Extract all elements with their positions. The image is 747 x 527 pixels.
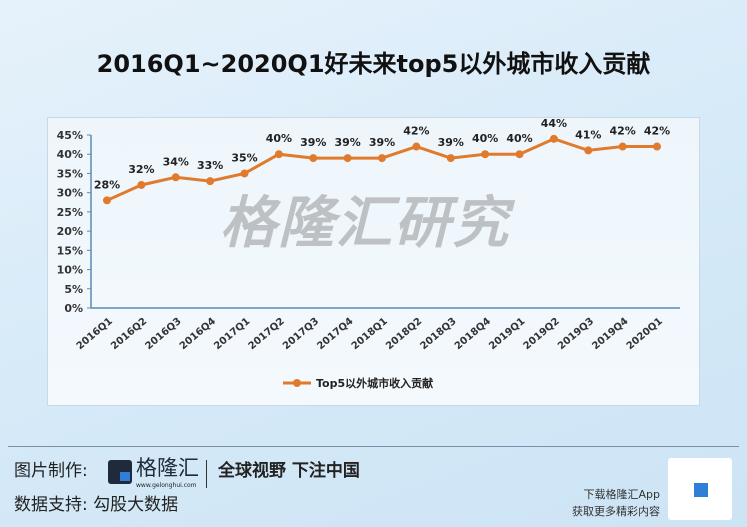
y-tick-label: 30% (57, 187, 83, 200)
chart-panel (47, 117, 700, 406)
watermark: 格隆汇研究 (220, 191, 510, 256)
x-tick-label: 2018Q1 (350, 316, 390, 352)
data-label: 42% (403, 125, 429, 138)
y-tick-label: 20% (57, 225, 83, 238)
data-point (653, 142, 661, 151)
data-label: 39% (334, 136, 360, 149)
x-tick-label: 2018Q4 (453, 316, 493, 352)
y-tick-label: 10% (57, 264, 83, 277)
x-tick-label: 2016Q2 (109, 316, 149, 352)
data-label: 42% (609, 125, 635, 138)
slogan: 全球视野 下注中国 (218, 461, 360, 481)
x-tick-label: 2017Q1 (212, 316, 252, 352)
data-label: 40% (506, 132, 532, 145)
chart-title: 2016Q1~2020Q1好未来top5以外城市收入贡献 (96, 50, 651, 78)
data-label: 40% (472, 132, 498, 145)
data-point (515, 150, 524, 159)
data-label: 32% (128, 163, 154, 176)
brand-name: 格隆汇 (136, 456, 199, 480)
data-label: 41% (575, 128, 601, 141)
data-label: 33% (197, 159, 223, 172)
x-tick-label: 2017Q2 (247, 316, 287, 352)
x-tick-label: 2020Q1 (625, 316, 665, 352)
data-point (103, 196, 111, 205)
y-tick-label: 15% (57, 244, 83, 257)
x-tick-label: 2016Q1 (75, 316, 115, 352)
x-tick-label: 2019Q1 (487, 316, 527, 352)
x-tick-label: 2016Q3 (143, 316, 183, 352)
data-point (206, 177, 215, 186)
x-tick-label: 2018Q2 (384, 316, 424, 352)
y-tick-label: 5% (64, 283, 83, 296)
y-tick-label: 40% (57, 148, 83, 161)
made-by-label: 图片制作: (14, 461, 88, 481)
data-point (446, 154, 455, 163)
x-tick-label: 2017Q3 (281, 316, 321, 352)
y-tick-label: 45% (57, 129, 83, 142)
separator (206, 460, 207, 488)
data-point (584, 146, 593, 155)
footer-divider (8, 446, 739, 447)
x-tick-label: 2017Q4 (315, 316, 355, 352)
y-tick-label: 0% (64, 302, 83, 315)
x-tick-label: 2019Q2 (522, 316, 562, 352)
x-tick-label: 2019Q4 (590, 316, 630, 352)
data-source: 数据支持: 勾股大数据 (14, 495, 179, 515)
brand-url: www.gelonghui.com (136, 482, 197, 489)
data-label: 34% (163, 155, 189, 168)
data-point (481, 150, 490, 159)
data-point (137, 180, 146, 189)
data-point (549, 134, 558, 143)
legend-label: Top5以外城市收入贡献 (316, 376, 433, 390)
data-point (171, 173, 180, 182)
x-tick-label: 2018Q3 (418, 316, 458, 352)
y-tick-label: 35% (57, 167, 83, 180)
data-label: 39% (369, 136, 395, 149)
data-point (343, 154, 352, 163)
qr-code-icon[interactable] (668, 458, 732, 520)
x-tick-label: 2019Q3 (556, 316, 596, 352)
data-label: 44% (541, 117, 567, 130)
data-point (378, 154, 386, 163)
data-point (309, 154, 318, 163)
more-content-text: 获取更多精彩内容 (572, 505, 660, 518)
data-label: 35% (231, 151, 257, 164)
data-label: 42% (644, 125, 670, 138)
x-tick-label: 2016Q4 (178, 316, 218, 352)
data-label: 40% (266, 132, 292, 145)
legend-marker (293, 379, 301, 387)
data-point (412, 142, 421, 151)
data-point (240, 169, 249, 178)
data-label: 39% (438, 136, 464, 149)
data-point (618, 142, 627, 151)
y-tick-label: 25% (57, 206, 83, 219)
download-app-text: 下载格隆汇App (583, 488, 661, 501)
gelonghui-logo-icon (108, 460, 132, 484)
data-label: 28% (94, 178, 120, 191)
data-point (274, 150, 283, 159)
data-label: 39% (300, 136, 326, 149)
